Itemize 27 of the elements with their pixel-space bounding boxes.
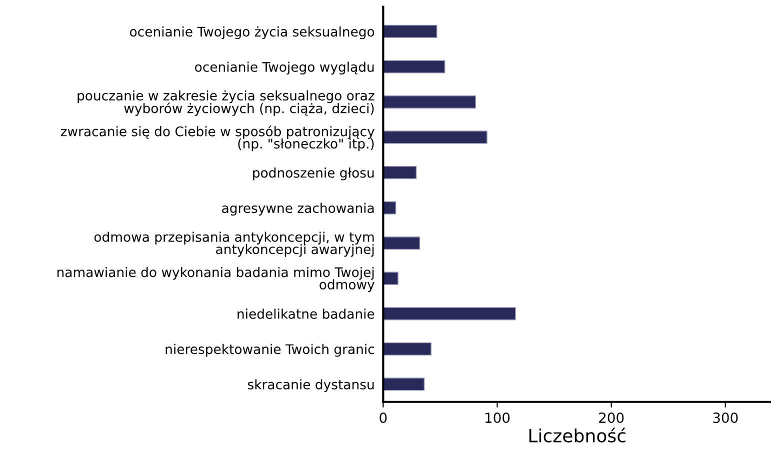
y-tick-label: niedelikatne badanie [238,308,374,319]
y-tick-label: nierespektowanie Twoich granic [166,344,374,357]
x-tick-label: 300 [713,412,738,424]
y-tick-label: skracanie dystansu [248,379,374,392]
bar [383,307,516,320]
bar [383,60,446,74]
bar [383,166,417,180]
y-tick-label: namawianie do wykonania badania mimo Twojej odmowy [57,266,374,292]
x-tick-label: 200 [599,412,624,424]
bar [383,201,396,214]
x-tick-label: 0 [380,412,387,424]
y-tick-label: zwracanie się do Ciebie w sposób patronizujący (np. "słoneczko" itp.) [60,126,374,152]
y-tick-label: ocenianie Twojego wyglądu [195,62,374,74]
x-tick-label: 100 [486,412,510,424]
bar [383,130,488,144]
bar [383,236,420,250]
y-tick-label: agresywne zachowania [222,202,374,216]
bar [383,272,398,285]
bar [383,342,432,356]
y-tick-label: podnoszenie głosu [253,168,374,180]
y-tick-label: ocenianie Twojego życia seksualnego [130,26,374,40]
bar [383,378,425,391]
y-tick-label: pouczanie w zakresie życia seksualnego oraz wyborów życiowych (np. ciąża, dzieci) [78,90,374,116]
x-axis-title: Liczebność [529,428,626,442]
bar [383,95,476,109]
y-tick-label: odmowa przepisania antykoncepcji, w tym antykoncepcji awaryjnej [94,232,374,257]
bar [383,24,438,38]
